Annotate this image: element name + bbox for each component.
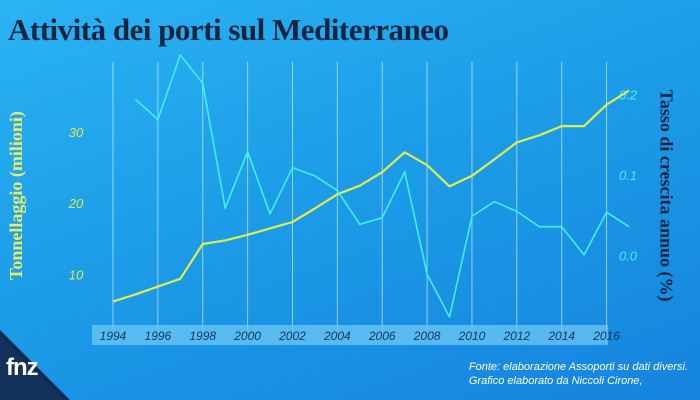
y-left-tick-20: 20: [68, 196, 84, 211]
x-tick-label-2010: 2010: [458, 329, 486, 343]
x-tick-label-2004: 2004: [323, 329, 351, 343]
x-tick-label-2002: 2002: [278, 329, 306, 343]
x-tick-label-2016: 2016: [592, 329, 620, 343]
x-tick-label-2008: 2008: [413, 329, 441, 343]
x-tick-label-2014: 2014: [547, 329, 575, 343]
y-right-tick-labels: 0.0 0.1 0.2: [619, 87, 638, 263]
x-axis-band: [92, 325, 608, 345]
x-tick-label-1996: 1996: [145, 329, 172, 343]
source-note: Fonte: elaborazione Assoporti su dati di…: [469, 360, 688, 388]
grid-lines: [112, 62, 608, 330]
source-line-2: Grafico elaborato da Niccoli Cirone,: [468, 375, 643, 387]
y-right-tick-0.2: 0.2: [619, 87, 638, 102]
series-line-growth: [134, 54, 630, 318]
y-right-tick-0.0: 0.0: [619, 248, 638, 263]
x-tick-label-1998: 1998: [189, 329, 216, 343]
x-tick-labels: 1994 1996 1998 2000 2002 2004 2006 2008 2010 2012…: [100, 329, 621, 343]
y-left-tick-30: 30: [69, 125, 84, 140]
y-left-tick-labels: 10 20 30: [68, 125, 84, 282]
x-tick-label-2000: 2000: [233, 329, 261, 343]
chart-title: Attività dei porti sul Mediterraneo: [8, 12, 449, 47]
logo-background: [0, 330, 70, 400]
x-tick-label-2006: 2006: [368, 329, 396, 343]
y-left-tick-10: 10: [69, 267, 84, 282]
x-tick-label-2012: 2012: [502, 329, 530, 343]
logo: fnz: [6, 354, 39, 381]
series-lines: [112, 54, 630, 318]
series-line-tonnage: [112, 89, 630, 303]
y-right-tick-0.1: 0.1: [619, 168, 637, 183]
x-tick-label-1994: 1994: [100, 329, 127, 343]
x-axis-band-rect: [92, 325, 608, 345]
source-line-1: Fonte: elaborazione Assoporti su dati di…: [468, 361, 688, 373]
